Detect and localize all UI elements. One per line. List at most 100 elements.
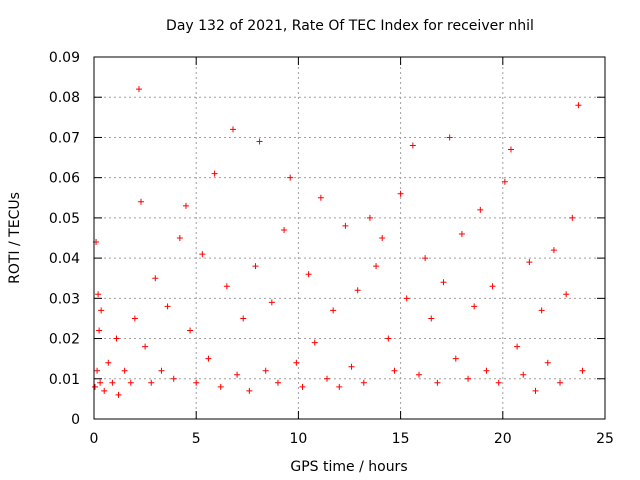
data-point [360,379,367,386]
data-point [434,379,441,386]
y-tick-label: 0.06 [49,171,80,187]
data-point [98,307,105,314]
data-point [94,367,101,374]
data-point [97,379,104,386]
data-point [330,307,337,314]
data-point [569,214,576,221]
x-tick-label: 0 [90,431,99,447]
data-point [477,206,484,213]
x-tick-label: 5 [192,431,201,447]
data-point [131,315,138,322]
data-point [440,279,447,286]
data-point [305,271,312,278]
data-point [199,251,206,258]
data-point [538,307,545,314]
data-point [205,355,212,362]
data-point [274,379,281,386]
data-point [379,235,386,241]
data-point [483,367,490,374]
data-point [495,379,502,386]
x-tick-label: 15 [392,431,410,447]
data-point [293,359,300,366]
data-point [579,367,586,374]
y-tick-label: 0.05 [49,211,80,227]
data-point [95,291,102,298]
data-point [550,247,557,254]
data-point [373,263,380,270]
data-point [158,367,165,374]
x-axis-label: GPS time / hours [290,459,407,475]
data-point [152,275,159,282]
y-tick-label: 0.03 [49,291,80,307]
plot-frame [93,56,606,420]
data-point [452,355,459,362]
data-point [115,391,122,398]
y-tick-label: 0 [71,412,80,428]
data-point [287,174,294,181]
data-point [92,383,99,390]
data-point [281,226,288,233]
data-point [142,343,149,350]
data-point [520,371,527,378]
grid-lines [94,57,605,419]
data-point [465,375,472,382]
data-point [113,335,120,342]
data-point [252,263,259,270]
y-tick-label: 0.04 [49,251,80,267]
data-point [135,86,142,93]
data-point [415,371,422,378]
data-point [164,303,171,310]
data-point [311,339,318,346]
data-point [148,379,155,386]
data-point [397,190,404,197]
data-point [428,315,435,322]
data-point [544,359,551,366]
data-point [234,371,241,378]
y-tick-label: 0.01 [49,372,80,388]
data-point [342,222,349,229]
data-point [223,283,230,290]
data-point [256,138,263,145]
data-point [526,259,533,266]
data-point [127,379,134,386]
data-point [391,367,398,374]
data-point [217,383,224,390]
axis-ticks: 0 0.01 0.02 0.03 0.04 0.05 0.06 0.07 0.08 0.09 0 5 1… [49,50,614,447]
y-axis-label: ROTI / TECUs [7,192,23,284]
data-point [229,126,236,133]
data-point [187,327,194,334]
data-point [268,299,275,306]
x-tick-label: 20 [494,431,512,447]
data-point [446,134,453,141]
data-point [101,387,108,394]
data-point [96,327,103,334]
data-point [563,291,570,298]
data-point [489,283,496,290]
data-point [557,379,564,386]
data-point [348,363,355,370]
data-point [458,230,465,237]
y-tick-label: 0.07 [49,130,80,146]
data-point [336,383,343,390]
data-point [471,303,478,310]
data-point [193,379,200,386]
data-point [176,235,183,241]
data-point [109,379,116,386]
data-point [507,146,514,153]
data-point [366,214,373,221]
x-tick-label: 25 [596,431,614,447]
data-point [324,375,331,382]
data-point [409,142,416,149]
data-point [514,343,521,350]
data-point [105,359,112,366]
data-point [211,170,218,177]
data-point [299,383,306,390]
data-point [501,178,508,185]
y-tick-label: 0.09 [49,50,80,66]
data-point [403,295,410,302]
data-point [575,102,582,109]
data-point [317,194,324,201]
data-point [532,387,539,394]
